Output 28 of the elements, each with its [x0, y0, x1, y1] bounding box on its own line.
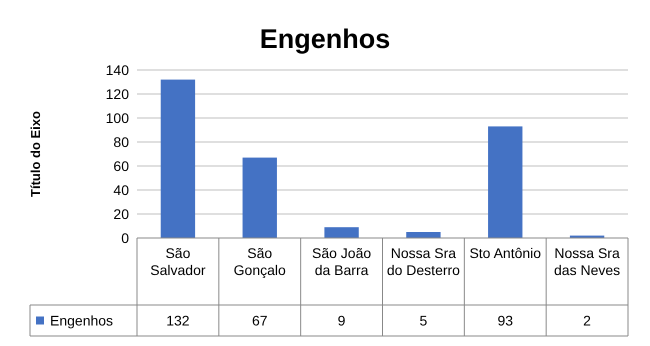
y-axis-title: Título do Eixo: [28, 110, 43, 197]
legend-label: Engenhos: [50, 312, 114, 328]
y-tick-label: 20: [113, 206, 130, 222]
bar: [324, 227, 359, 238]
y-tick-label: 40: [113, 182, 130, 198]
x-tick-label: São Gonçalo: [234, 245, 286, 278]
y-tick-label: 140: [106, 62, 130, 78]
x-tick-label: São João da Barra: [312, 245, 372, 278]
y-tick-label: 100: [106, 110, 130, 126]
data-label: 93: [497, 312, 514, 328]
y-tick-label: 120: [106, 86, 130, 102]
data-label: 2: [583, 312, 592, 328]
chart-title: Engenhos: [260, 24, 390, 54]
data-label: 9: [338, 312, 346, 328]
bar: [406, 232, 441, 238]
data-label: 67: [252, 312, 268, 328]
y-tick-label: 60: [113, 158, 130, 174]
bar: [160, 80, 196, 238]
y-tick-label: 80: [113, 134, 130, 150]
data-label: 5: [420, 312, 428, 328]
x-tick-label: Sto Antônio: [469, 245, 542, 261]
x-tick-label: Nossa Sra do Desterro: [386, 245, 460, 278]
data-label: 132: [166, 312, 190, 328]
x-tick-label: São Salvador: [150, 245, 206, 278]
bar: [242, 158, 277, 238]
bar: [488, 126, 522, 238]
y-tick-label: 0: [121, 230, 130, 246]
x-tick-label: Nossa Sra das Neves: [554, 245, 620, 278]
